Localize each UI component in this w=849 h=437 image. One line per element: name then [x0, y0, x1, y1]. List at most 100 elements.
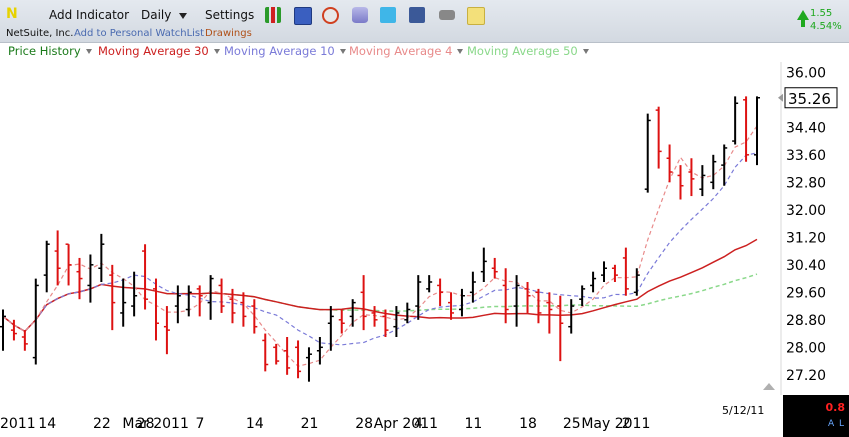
y-tick-label: 28.00 [786, 340, 826, 356]
ma4-path [2, 125, 758, 367]
quote-percent: 4.54% [810, 21, 842, 32]
ohlc-bar [152, 278, 159, 341]
legend-ma30[interactable]: Moving Average 30 [98, 44, 220, 58]
period-label: Daily [141, 8, 172, 22]
ohlc-bar [721, 144, 728, 186]
x-tick-label: 11 [464, 416, 482, 432]
ohlc-bar [393, 306, 400, 337]
ohlc-bar [469, 271, 476, 303]
symbol-logo: N [6, 6, 18, 22]
x-tick-label: 28 [137, 416, 155, 432]
ohlc-bar [502, 268, 509, 324]
note-icon[interactable] [467, 7, 485, 25]
ohlc-bar [327, 306, 334, 351]
ohlc-bar [65, 243, 72, 286]
legend-label: Moving Average 4 [349, 44, 453, 58]
legend-ma50[interactable]: Moving Average 50 [467, 44, 589, 58]
legend-ma10[interactable]: Moving Average 10 [224, 44, 346, 58]
ohlc-bar [251, 299, 258, 334]
ohlc-bar [546, 292, 553, 334]
ohlc-bar [710, 154, 717, 190]
database-icon[interactable] [352, 7, 368, 23]
period-dropdown[interactable]: Daily [141, 8, 188, 22]
quote-change: 1.55 [810, 8, 833, 19]
settings-button[interactable]: Settings [205, 8, 254, 22]
cursor-date: 5/12/11 [722, 404, 765, 417]
y-tick-label: 36.00 [786, 65, 826, 81]
ohlc-bar [382, 309, 389, 337]
facebook-icon[interactable] [409, 7, 425, 23]
indicator-legend: Price History Moving Average 30 Moving A… [0, 43, 849, 59]
chevron-down-icon [339, 49, 346, 54]
candles-icon[interactable] [265, 7, 281, 23]
ohlc-bar [273, 343, 280, 365]
alarm-clock-icon[interactable] [322, 7, 339, 24]
x-tick-label: 21 [301, 416, 319, 432]
ohlc-bar [743, 96, 750, 162]
ohlc-bar [633, 268, 640, 296]
ohlc-bar [655, 106, 662, 169]
ohlc-bar [426, 275, 433, 293]
x-tick-label: 18 [519, 416, 537, 432]
ohlc-bar [262, 333, 269, 372]
drawings-link[interactable]: Drawings [205, 28, 252, 39]
y-tick-label: 30.40 [786, 258, 826, 274]
legend-label: Moving Average 30 [98, 44, 209, 58]
y-tick-label: 34.40 [786, 120, 826, 136]
ma10-line [2, 152, 758, 346]
y-tick-label: 33.60 [786, 148, 826, 164]
mini-indicator-value: 0.8 [825, 401, 846, 414]
ohlc-bar [437, 278, 444, 307]
ohlc-bar [120, 278, 127, 327]
ohlc-bar [754, 96, 760, 166]
ohlc-bar [218, 278, 225, 313]
y-tick-label: 28.80 [786, 313, 826, 329]
ohlc-bar [415, 275, 422, 320]
ohlc-bar [579, 285, 586, 307]
legend-ma4[interactable]: Moving Average 4 [349, 44, 464, 58]
ohlc-bar [229, 288, 236, 324]
chevron-down-icon [213, 49, 220, 54]
x-tick-label: 14 [246, 416, 264, 432]
ohlc-bar [557, 295, 564, 362]
chart-toolbar: N Add Indicator Daily Settings NetSuite,… [0, 0, 849, 43]
ohlc-bar [371, 306, 378, 327]
ohlc-bar [338, 309, 345, 334]
add-to-watchlist-link[interactable]: Add to Personal WatchList [74, 28, 205, 39]
add-indicator-button[interactable]: Add Indicator [49, 8, 129, 22]
x-tick-label: 22 [93, 416, 111, 432]
last-price-box [784, 87, 838, 109]
scroll-up-icon[interactable] [763, 383, 775, 390]
chevron-down-icon [179, 12, 188, 19]
ma4-line [2, 125, 758, 367]
mini-indicator-panel: 0.8 A L [783, 395, 849, 437]
last-price-label: 35.26 [788, 90, 831, 108]
x-tick-label: May 2011 [581, 416, 650, 432]
up-arrow-icon [797, 10, 809, 20]
ohlc-bar [677, 165, 684, 200]
ohlc-bar [590, 271, 597, 293]
ohlc-bar [622, 247, 629, 296]
company-name: NetSuite, Inc. [6, 28, 74, 39]
legend-price-history[interactable]: Price History [8, 44, 92, 58]
x-tick-label: Mar 2011 [122, 416, 188, 432]
ohlc-bar [196, 285, 203, 317]
ohlc-bar [316, 337, 323, 365]
add-indicator-label: Add Indicator [49, 8, 130, 22]
last-price-pointer [778, 93, 783, 102]
legend-label: Moving Average 50 [467, 44, 578, 58]
y-tick-label: 32.00 [786, 203, 826, 219]
ohlc-bar [448, 292, 455, 320]
settings-label: Settings [205, 8, 255, 22]
x-tick-label: 14 [38, 416, 56, 432]
y-tick-label: 29.60 [786, 285, 826, 301]
save-icon[interactable] [294, 7, 312, 25]
ohlc-bar [21, 330, 28, 351]
ohlc-bar [404, 302, 411, 324]
twitter-icon[interactable] [380, 7, 396, 23]
ohlc-bar [109, 264, 116, 331]
camera-icon[interactable] [439, 10, 455, 20]
ohlc-bar [87, 254, 94, 303]
